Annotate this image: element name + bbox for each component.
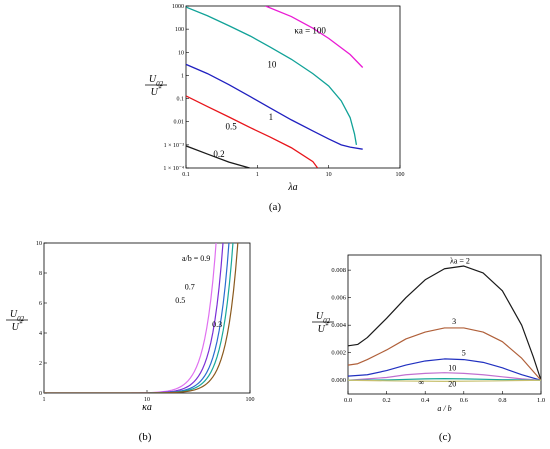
panel-a-ytick-label: 1 × 10⁻⁴ xyxy=(163,166,184,172)
panel-a-ylabel-numerator: U02 xyxy=(149,74,164,88)
panel-a-ytick-label: 100 xyxy=(175,27,184,33)
panel-c-series-line xyxy=(348,358,541,381)
panel-c-ytick-label: 0.000 xyxy=(331,377,346,384)
panel-a-curve-label: 10 xyxy=(267,60,277,70)
panel-c-curve-label: 3 xyxy=(452,317,456,326)
panel-b-curve-label: 0.5 xyxy=(175,296,185,305)
panel-b-curve-label: a/b = 0.9 xyxy=(182,254,210,263)
panel-b-series-line xyxy=(44,243,239,393)
panel-a-xlabel: λa xyxy=(287,182,297,193)
panel-c-curve-label: 5 xyxy=(462,348,466,357)
panel-b-ylabel-numerator: U02 xyxy=(10,309,25,323)
panel-a-ytick-label: 1000 xyxy=(172,4,184,10)
panel-a-caption: (a) xyxy=(269,201,282,213)
panel-b-xtick-label: 10 xyxy=(144,397,150,403)
panel-a-series-line xyxy=(186,63,363,150)
panel-b-curve-label: 0.3 xyxy=(212,320,222,329)
panel-c-curve-label: λa = 2 xyxy=(450,256,470,265)
panel-c-series-line xyxy=(348,372,541,381)
panel-a-series-line xyxy=(265,6,364,68)
panel-b-xlabel: κa xyxy=(142,402,152,413)
panel-a-ytick-label: 10 xyxy=(178,50,184,56)
panel-a-curve-label: 0.5 xyxy=(226,122,238,132)
panel-c-xlabel: a / b xyxy=(437,404,451,413)
panel-c-ytick-label: 0.008 xyxy=(331,267,346,274)
panel-a: 0.1 1 10 100 1000 100 10 1 0.1 0.01 1 × 10⁻³ 1 × 10… xyxy=(145,4,405,213)
panel-a-xtick-label: 0.1 xyxy=(182,172,190,178)
panel-c-xtick-label: 1.0 xyxy=(537,397,545,404)
panel-c-caption: (c) xyxy=(439,431,452,443)
panel-c: 0.0 0.2 0.4 0.6 0.8 1.0 0.000 0.002 0.004 0.006 0.… xyxy=(312,254,545,443)
panel-b-ytick-label: 6 xyxy=(39,301,42,307)
panel-c-xtick-label: 0.2 xyxy=(383,397,391,404)
panel-a-ytick-label: 1 × 10⁻³ xyxy=(164,143,185,149)
panel-b-ytick-label: 0 xyxy=(39,391,42,397)
panel-c-curve-label: 10 xyxy=(448,364,456,373)
panel-c-ylabel-numerator: U02 xyxy=(316,311,331,325)
panel-c-ytick-label: 0.004 xyxy=(331,322,346,329)
panel-b-ytick-label: 2 xyxy=(39,361,42,367)
panel-c-ylabel-denominator: U* xyxy=(318,322,329,335)
panel-b-curve-label: 0.7 xyxy=(185,283,195,292)
panel-b-caption: (b) xyxy=(139,431,152,443)
panel-b-ytick-label: 10 xyxy=(36,241,42,247)
panel-a-ytick-label: 1 xyxy=(181,73,184,79)
panel-a-xtick-label: 10 xyxy=(326,172,332,178)
panel-c-curve-label: ∞ xyxy=(418,378,424,387)
panel-a-ylabel-denominator: U* xyxy=(151,85,162,98)
panel-c-xtick-label: 0.0 xyxy=(344,397,352,404)
panel-c-xtick-label: 0.8 xyxy=(498,397,506,404)
panel-a-series-line xyxy=(186,145,250,168)
panel-b-ytick-label: 4 xyxy=(39,331,42,337)
panel-c-curve-label: 20 xyxy=(448,379,456,388)
panel-c-series-line xyxy=(348,377,541,381)
panel-c-xtick-label: 0.4 xyxy=(421,397,430,404)
panel-a-xtick-label: 100 xyxy=(396,172,405,178)
panel-a-frame xyxy=(185,5,401,169)
panel-a-series-line xyxy=(186,95,319,168)
panel-a-ytick-label: 0.01 xyxy=(174,120,185,126)
panel-c-series-line xyxy=(348,327,541,381)
panel-a-xtick-label: 1 xyxy=(256,172,259,178)
panel-c-xtick-label: 0.6 xyxy=(460,397,469,404)
panel-a-series-line xyxy=(186,6,358,145)
panel-c-ytick-label: 0.002 xyxy=(331,350,346,357)
panel-b-ytick-label: 8 xyxy=(39,271,42,277)
panel-b-xtick-label: 100 xyxy=(246,397,255,403)
panel-b-frame xyxy=(43,242,251,394)
panel-a-curve-label: κa = 100 xyxy=(294,25,326,35)
panel-a-curve-label: 0.2 xyxy=(213,149,224,159)
panel-a-ytick-label: 0.1 xyxy=(177,97,185,103)
panel-c-series-line xyxy=(348,265,541,381)
panel-c-frame xyxy=(347,254,542,395)
panel-b-ylabel-denominator: U* xyxy=(12,320,23,333)
panel-a-curve-label: 1 xyxy=(269,112,274,122)
panel-c-series-line xyxy=(348,379,541,382)
panel-c-ytick-label: 0.006 xyxy=(331,295,346,302)
panel-b-xtick-label: 1 xyxy=(43,397,46,403)
